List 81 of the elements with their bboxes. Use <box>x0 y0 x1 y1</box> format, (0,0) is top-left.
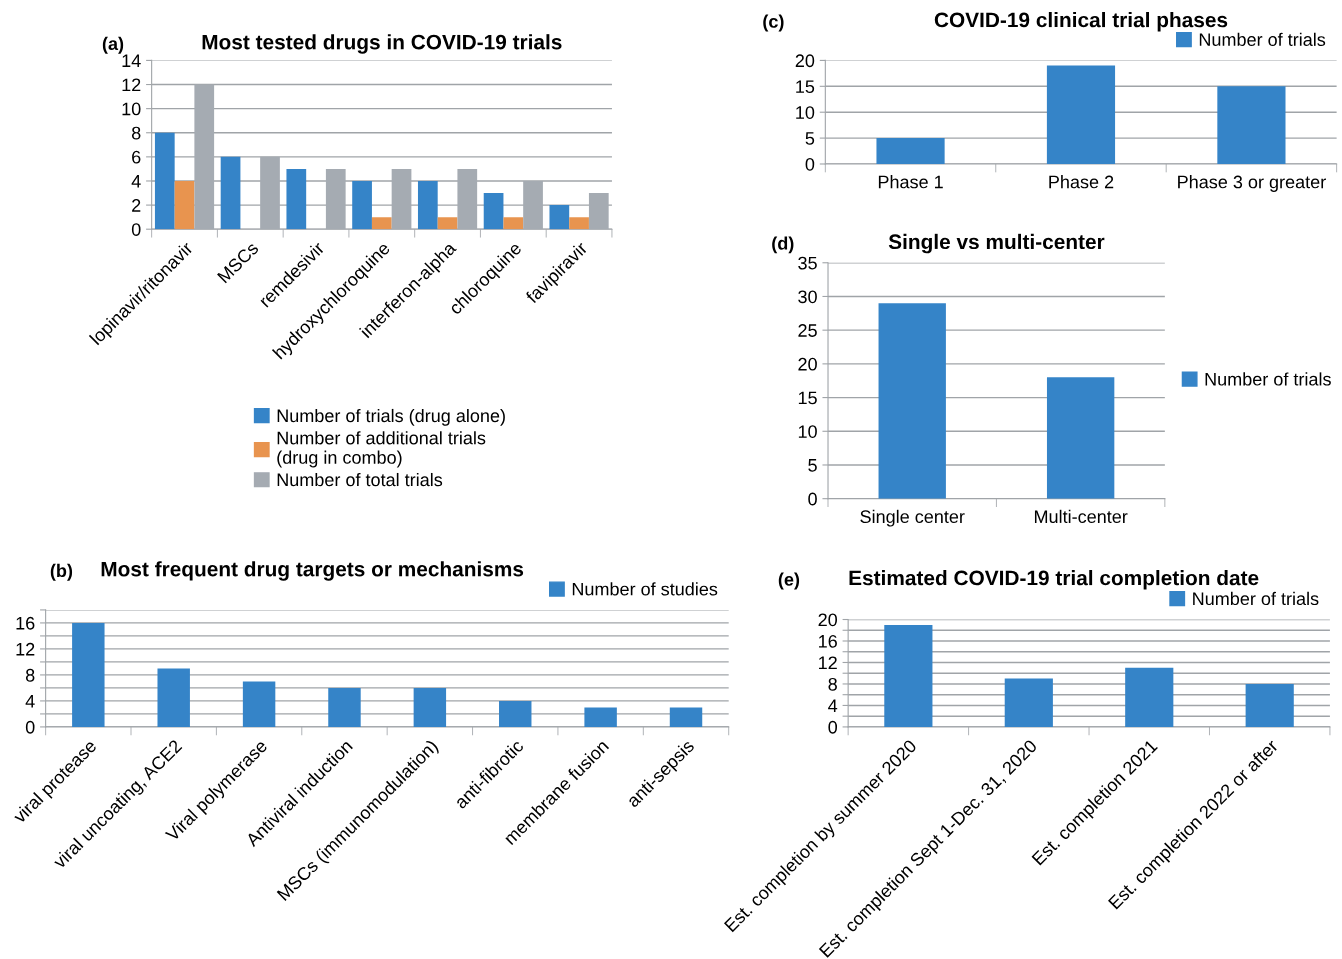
bar <box>503 217 524 230</box>
y-tick-label: 0 <box>131 223 141 236</box>
bar <box>1245 683 1294 727</box>
y-tick-label: 25 <box>798 324 817 337</box>
y-tick-label: 30 <box>798 290 817 304</box>
y-tick-label: 8 <box>25 668 35 682</box>
y-tick-label: 35 <box>798 256 817 270</box>
text: (d) <box>772 236 794 254</box>
chart-title: Single vs multi-center <box>888 233 1105 254</box>
bar <box>417 180 438 230</box>
y-tick-label: 12 <box>122 78 141 92</box>
y-tick-label: 20 <box>798 357 817 371</box>
bar <box>242 681 276 727</box>
bar <box>413 687 447 727</box>
bar <box>154 132 175 230</box>
y-tick-label: 0 <box>805 157 815 171</box>
legend-label: Number of trials <box>1199 32 1326 47</box>
y-tick-label: 15 <box>798 391 817 405</box>
chart-title: Most tested drugs in COVID-19 trials <box>202 34 562 54</box>
y-tick-label: 8 <box>828 677 837 691</box>
y-tick-label: 8 <box>131 126 141 140</box>
bar <box>499 700 532 727</box>
legend-label: Number of total trials <box>277 472 443 487</box>
bar <box>174 180 195 230</box>
bar <box>884 624 933 727</box>
bar <box>483 193 504 230</box>
y-tick-label: 16 <box>819 634 837 648</box>
bar <box>157 668 190 727</box>
chart-title: COVID-19 clinical trial phases <box>934 12 1228 32</box>
bar <box>352 180 372 230</box>
bar <box>549 205 570 230</box>
y-tick-label: 4 <box>131 175 141 188</box>
y-tick-label: 20 <box>795 54 815 68</box>
y-tick-label: 10 <box>796 106 815 119</box>
bar <box>220 156 241 230</box>
legend-label: Number of additional trials (drug in combo) <box>277 431 486 468</box>
bar <box>569 217 589 230</box>
bar <box>876 138 945 164</box>
x-tick-label: Phase 2 <box>1049 175 1114 189</box>
chart-title: Most frequent drug targets or mechanisms <box>101 561 524 581</box>
bar <box>1125 667 1174 727</box>
bar <box>328 687 361 727</box>
legend-label: Number of studies <box>572 582 718 596</box>
y-tick-label: 10 <box>122 102 141 116</box>
y-tick-label: 10 <box>798 425 817 438</box>
text: (b) <box>50 563 73 581</box>
bar <box>437 217 458 230</box>
y-tick-label: 0 <box>808 492 817 506</box>
bar <box>72 622 105 727</box>
y-tick-label: 5 <box>805 132 815 145</box>
chart-title: Estimated COVID-19 trial completion date <box>849 570 1259 590</box>
y-tick-label: 4 <box>828 699 838 712</box>
bar <box>584 707 617 727</box>
text: (c) <box>763 14 784 32</box>
y-tick-label: 16 <box>16 616 35 630</box>
x-tick-label: Phase 1 <box>878 175 943 189</box>
legend-label: Number of trials <box>1193 591 1319 606</box>
legend-label: Number of trials <box>1205 372 1331 386</box>
x-tick-label: Phase 3 or greater <box>1178 175 1326 192</box>
y-tick-label: 15 <box>796 80 815 94</box>
y-tick-label: 0 <box>828 720 838 734</box>
bar <box>1217 86 1286 164</box>
y-tick-label: 6 <box>132 150 141 164</box>
y-tick-label: 2 <box>132 199 141 212</box>
y-tick-label: 20 <box>818 613 838 627</box>
bar <box>371 217 392 230</box>
bar <box>669 707 703 727</box>
y-tick-label: 4 <box>25 695 35 708</box>
bar <box>286 168 307 230</box>
legend-label: Number of trials (drug alone) <box>277 408 505 426</box>
bar <box>1046 65 1116 164</box>
x-tick-label: Multi-center <box>1034 509 1128 524</box>
x-tick-label: Single center <box>860 509 965 527</box>
text: (a) <box>102 36 124 54</box>
y-tick-label: 12 <box>819 656 837 670</box>
text: (e) <box>778 572 800 590</box>
y-tick-label: 5 <box>808 459 817 472</box>
y-tick-label: 12 <box>16 642 35 656</box>
bar <box>1004 678 1053 727</box>
y-tick-label: 14 <box>122 54 141 67</box>
y-tick-label: 0 <box>25 720 35 734</box>
